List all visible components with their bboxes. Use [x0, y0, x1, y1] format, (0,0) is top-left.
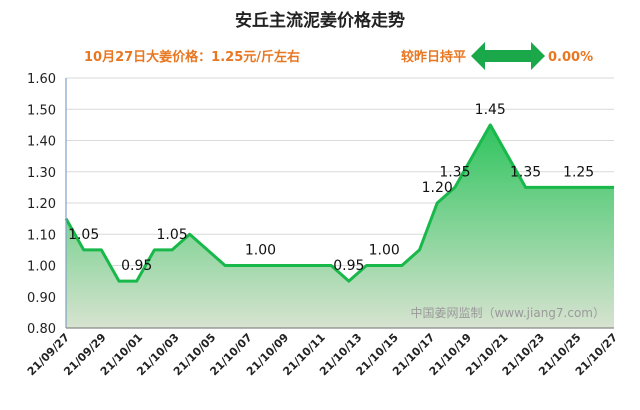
data-label: 1.20 [422, 180, 453, 196]
data-label: 0.95 [333, 258, 364, 274]
change-label: 较昨日持平 [401, 49, 466, 65]
data-label: 1.05 [68, 227, 99, 243]
data-label: 1.00 [369, 243, 400, 259]
double-arrow-icon [471, 42, 545, 70]
y-tick-label: 1.20 [27, 197, 56, 212]
y-tick-label: 1.30 [27, 166, 56, 181]
price-line [64, 123, 614, 283]
data-label: 1.35 [439, 164, 470, 180]
data-labels: 1.050.951.051.000.951.001.201.351.451.35… [68, 102, 594, 274]
data-label: 1.05 [156, 227, 187, 243]
y-tick-label: 1.00 [27, 260, 56, 275]
y-tick-label: 0.80 [27, 322, 56, 337]
data-label: 1.25 [563, 164, 594, 180]
y-tick-label: 0.90 [27, 291, 56, 306]
y-tick-label: 1.40 [27, 135, 56, 150]
y-tick-label: 1.50 [27, 103, 56, 118]
data-label: 1.45 [475, 102, 506, 118]
watermark: 中国姜网监制（www.jiang7.com） [411, 305, 605, 320]
data-label: 1.00 [245, 243, 276, 259]
data-label: 0.95 [121, 258, 152, 274]
y-tick-label: 1.60 [27, 72, 56, 87]
axes [65, 78, 614, 329]
data-label: 1.35 [510, 164, 541, 180]
price-area [66, 124, 614, 329]
y-axis-ticks: 0.80 0.90 1.00 1.10 1.20 1.30 1.40 1.50 1.60 [27, 72, 56, 337]
chart-title: 安丘主流泥姜价格走势 [235, 10, 405, 31]
y-tick-label: 1.10 [27, 228, 56, 243]
x-axis-ticks: 21/09/2721/09/2921/10/0121/10/0321/10/05… [25, 331, 620, 378]
price-note: 10月27日大姜价格：1.25元/斤左右 [84, 49, 300, 65]
change-value: 0.00% [548, 50, 593, 65]
